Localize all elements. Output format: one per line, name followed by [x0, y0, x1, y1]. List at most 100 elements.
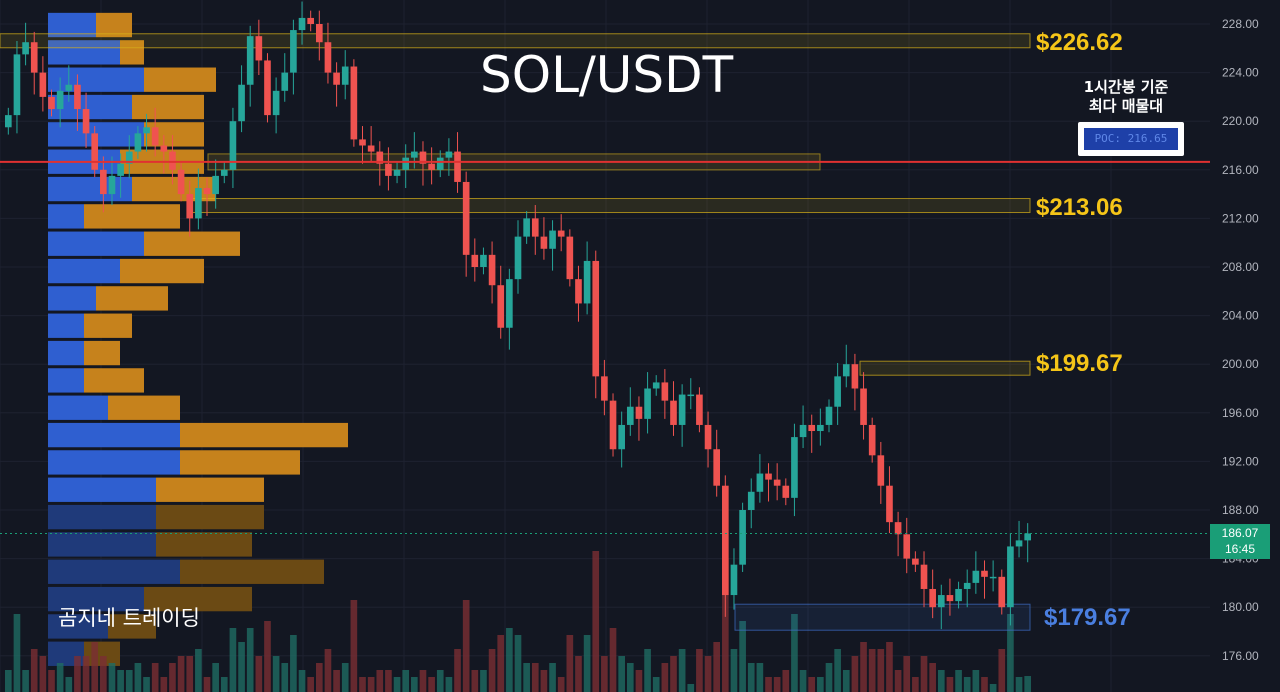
volume-bar	[834, 649, 841, 692]
volume-bar	[506, 628, 513, 692]
candle-body	[65, 84, 73, 91]
profile-sell-bar	[120, 40, 144, 65]
volume-bar	[998, 649, 1006, 692]
candle-body	[367, 145, 375, 152]
candle-body	[817, 424, 824, 432]
candle-body	[402, 157, 410, 170]
volume-bar	[264, 621, 271, 692]
candle-body	[687, 394, 695, 397]
current-time: 16:45	[1224, 542, 1256, 556]
volume-bar	[601, 656, 608, 692]
volume-bar	[851, 656, 859, 692]
y-tick-label: 192.00	[1222, 454, 1259, 468]
volume-bar	[22, 670, 29, 692]
volume-bar	[929, 663, 936, 692]
volume-bar	[186, 656, 194, 692]
candle-body	[894, 522, 902, 535]
volume-bar	[203, 677, 211, 692]
volume-bar	[860, 642, 867, 692]
candle-body	[428, 163, 435, 170]
volume-bar	[298, 670, 306, 692]
profile-sell-bar	[156, 504, 264, 530]
volume-bar	[609, 628, 617, 692]
volume-bar	[117, 670, 124, 692]
volume-bar	[635, 670, 643, 692]
candle-body	[419, 151, 427, 164]
volume-bar	[661, 663, 669, 692]
volume-bar	[134, 663, 142, 692]
candle-body	[272, 90, 280, 116]
y-tick-label: 188.00	[1222, 503, 1259, 517]
profile-buy-bar	[48, 395, 108, 420]
volume-bar	[920, 656, 928, 692]
candle-body	[117, 163, 124, 176]
candle-body	[195, 188, 202, 219]
profile-buy-bar	[48, 258, 120, 284]
volume-bar	[212, 663, 219, 692]
volume-bar	[65, 677, 73, 692]
volume-bar	[972, 670, 980, 692]
volume-bar	[497, 635, 505, 692]
candle-body	[756, 473, 764, 492]
candle-body	[48, 96, 55, 110]
candle-body	[341, 66, 349, 85]
profile-buy-bar	[48, 340, 84, 366]
profile-buy-bar	[48, 204, 84, 229]
volume-bar	[583, 635, 591, 692]
profile-buy-bar	[48, 504, 156, 530]
candle-body	[946, 595, 954, 602]
profile-buy-bar	[48, 559, 180, 584]
candle-body	[151, 127, 159, 146]
volume-bar	[730, 649, 738, 692]
y-tick-label: 228.00	[1222, 17, 1259, 31]
candle-body	[886, 485, 893, 523]
volume-bar	[108, 663, 116, 692]
volume-bar	[454, 649, 461, 692]
profile-sell-bar	[84, 313, 132, 338]
candle-body	[134, 133, 142, 152]
candle-body	[177, 169, 185, 195]
candle-body	[601, 376, 608, 401]
volume-bar	[359, 677, 366, 692]
profile-buy-bar	[48, 286, 96, 311]
y-tick-label: 200.00	[1222, 357, 1259, 371]
candlesticks	[5, 1, 1031, 630]
volume-bar	[376, 670, 384, 692]
volume-bar	[1024, 676, 1031, 692]
candle-body	[860, 388, 867, 425]
candle-body	[298, 17, 306, 31]
volume-bar	[713, 642, 721, 692]
profile-sell-bar	[108, 614, 156, 639]
volume-bar	[151, 663, 159, 692]
candle-body	[842, 364, 850, 377]
profile-sell-bar	[132, 176, 216, 202]
candle-body	[670, 400, 677, 425]
volume-bar	[626, 663, 634, 692]
candle-body	[462, 181, 470, 255]
candle-body	[652, 382, 660, 389]
volume-bar	[341, 663, 349, 692]
profile-sell-bar	[120, 258, 204, 284]
volume-bar	[393, 677, 401, 692]
candle-body	[480, 254, 487, 267]
volume-bar	[799, 670, 807, 692]
volume-bar	[981, 677, 988, 692]
volume-bar	[549, 663, 556, 692]
volume-bar	[100, 656, 107, 692]
volume-bar	[894, 670, 902, 692]
volume-bar	[903, 656, 911, 692]
level-label: $179.67	[1044, 604, 1131, 631]
volume-bar	[1015, 677, 1023, 692]
candle-body	[143, 127, 150, 134]
volume-bar	[488, 649, 496, 692]
profile-sell-bar	[84, 204, 180, 229]
volume-bar	[272, 656, 280, 692]
candle-body	[583, 260, 591, 304]
profile-buy-bar	[48, 67, 144, 92]
candle-body	[376, 151, 384, 164]
volume-bar	[324, 649, 332, 692]
volume-bar	[333, 670, 340, 692]
volume-bar	[125, 670, 133, 692]
current-price: 186.07	[1221, 526, 1259, 540]
profile-sell-bar	[144, 67, 216, 92]
